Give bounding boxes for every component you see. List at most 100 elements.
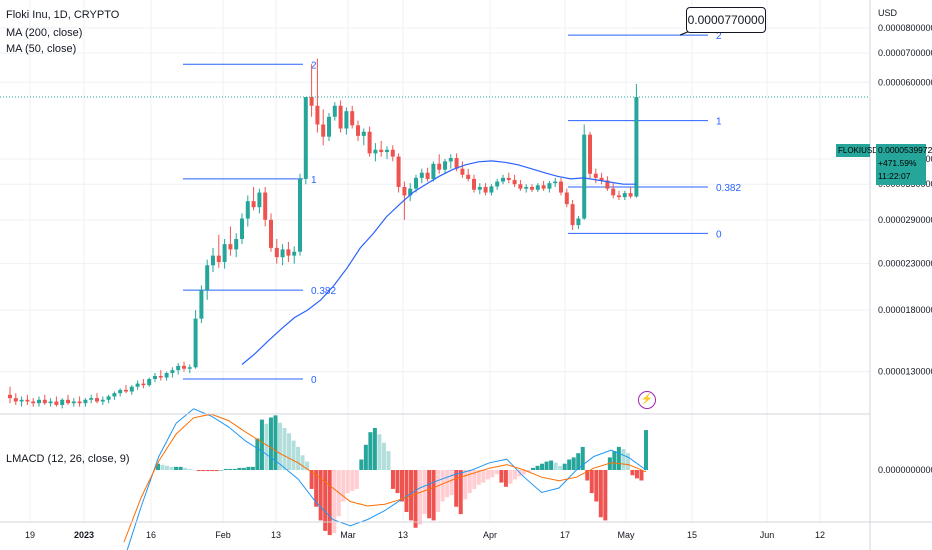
time-tick-label: Jun [760, 530, 775, 540]
macd-histogram-bar [323, 470, 328, 531]
price-badge: FLOKIUSD [836, 144, 878, 157]
price-tick-label: 0.0000130000 [878, 367, 932, 377]
time-tick-label: 16 [146, 530, 156, 540]
macd-histogram-bar [603, 470, 608, 521]
fib-level-label: 2 [311, 60, 317, 71]
candle-body [588, 134, 592, 174]
macd-histogram-bar [531, 467, 536, 470]
macd-histogram-bar [250, 466, 255, 470]
macd-histogram-bar [273, 415, 278, 470]
ma50-line [241, 160, 637, 365]
candle-body [303, 97, 308, 179]
macd-histogram-bar [160, 464, 165, 470]
candle-body [176, 365, 181, 371]
price-tick-label: 0.0000230000 [878, 259, 932, 269]
candle-body [37, 399, 41, 404]
macd-histogram-bar [540, 463, 545, 470]
macd-histogram-bar [494, 470, 499, 475]
macd-histogram-bar [639, 470, 644, 481]
candle-body [559, 181, 563, 193]
macd-line [126, 408, 647, 550]
candle-body [199, 290, 204, 319]
macd-histogram-bar [377, 434, 382, 470]
candle-body [524, 186, 529, 189]
candle-body [274, 247, 279, 258]
macd-histogram-bar [580, 446, 585, 470]
callout-box[interactable]: 0.0000770000 [686, 7, 766, 33]
time-tick-label: 15 [687, 530, 697, 540]
macd-histogram-bar [296, 446, 301, 470]
macd-histogram-bar [404, 470, 409, 512]
macd-histogram-bar [522, 470, 526, 475]
macd-histogram-bar [567, 459, 572, 470]
price-badge-price: 0.0000539972 [878, 145, 932, 155]
macd-histogram-bar [621, 449, 626, 470]
macd-histogram-bar [485, 470, 490, 480]
candle-body [506, 177, 511, 180]
candle-body [124, 389, 128, 392]
macd-histogram-bar [305, 461, 310, 470]
candle-body [443, 161, 447, 170]
macd-histogram-bar [418, 470, 423, 525]
candle-body [431, 163, 436, 179]
fib-level-label: 0.382 [716, 183, 741, 194]
lmacd-legend: LMACD (12, 26, close, 9) [6, 453, 130, 465]
fib-level-label: 1 [716, 117, 722, 128]
candle-body [222, 244, 227, 263]
candle-body [141, 383, 146, 386]
candle-body [483, 186, 488, 193]
candle-body [338, 105, 343, 129]
candle-body [135, 383, 140, 387]
time-tick-label: 17 [560, 530, 570, 540]
price-tick-label: 0.0000700000 [878, 48, 932, 58]
macd-histogram-bar [183, 467, 188, 470]
price-badge-countdown: 11:22:07 [878, 171, 911, 181]
macd-histogram-bar [345, 470, 350, 494]
candle-body [402, 186, 407, 196]
macd-histogram-bar [350, 470, 355, 491]
candle-body [448, 158, 453, 162]
candle-body [466, 174, 471, 179]
time-tick-label: Feb [215, 530, 231, 540]
candle-body [48, 401, 53, 404]
candle-body [385, 149, 389, 153]
candle-body [454, 158, 459, 169]
macd-histogram-bar [268, 417, 273, 470]
macd-histogram-bar [517, 470, 522, 477]
grid [0, 0, 870, 522]
macd-histogram-bar [237, 467, 242, 470]
candle-body [489, 186, 494, 193]
lightning-icon[interactable]: ⚡ [638, 391, 656, 409]
macd-histogram-bar [490, 470, 495, 478]
candle-body [576, 218, 581, 226]
macd-histogram-bar [368, 432, 373, 470]
candle-body [564, 192, 569, 205]
macd-histogram-bar [381, 442, 386, 470]
candle-body [327, 116, 331, 137]
macd-histogram-bar [219, 470, 224, 471]
candle-body [83, 399, 88, 404]
candle-body [164, 373, 169, 378]
candle-body [77, 401, 82, 404]
price-badge-detail: 0.0000539972 +471.59% 11:22:07 [876, 144, 932, 185]
macd-histogram-bar [630, 470, 635, 476]
callout-text: 0.0000770000 [687, 13, 765, 27]
macd-histogram-bar [625, 453, 630, 470]
fib-level-label: 0 [311, 375, 317, 386]
macd-histogram-bar [634, 470, 639, 479]
candle-body [211, 255, 215, 266]
candle-body [280, 249, 285, 258]
candle-body [251, 201, 256, 208]
macd-histogram-bar [440, 470, 445, 502]
price-badge-change: +471.59% [878, 158, 917, 168]
macd-histogram-bar [386, 451, 391, 470]
candle-body [622, 193, 627, 198]
macd-histogram-bar [165, 465, 170, 470]
macd-histogram-bar [535, 465, 540, 470]
candle-body [390, 149, 395, 157]
candle-body [321, 124, 326, 137]
candle-body [611, 188, 616, 196]
candle-body [269, 219, 273, 248]
